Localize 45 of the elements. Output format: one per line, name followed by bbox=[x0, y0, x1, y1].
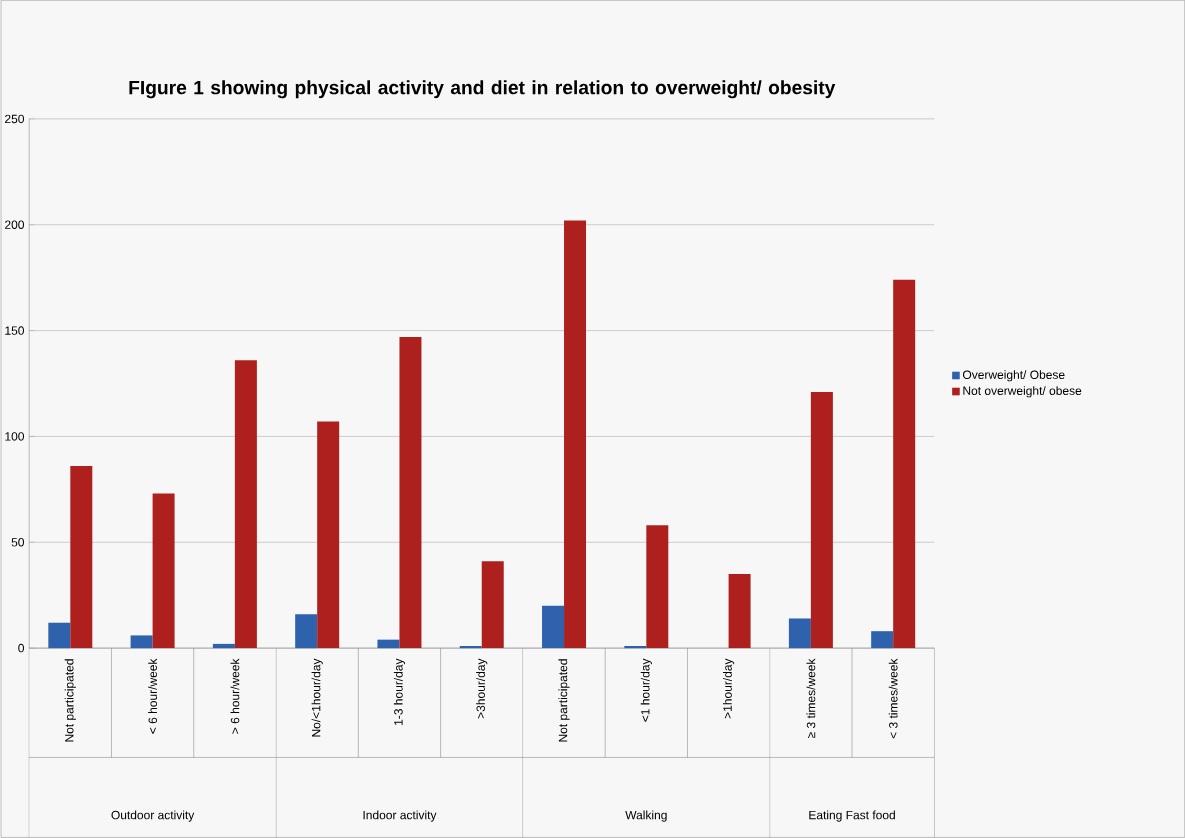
bar bbox=[728, 574, 751, 649]
legend-label: Not overweight/ obese bbox=[963, 386, 1082, 398]
text: Walking bbox=[625, 810, 667, 822]
bar bbox=[646, 525, 669, 649]
x-tick-label: >3hour/day bbox=[476, 658, 488, 719]
y-tick-label: 100 bbox=[5, 432, 24, 441]
text: Indoor activity bbox=[363, 810, 437, 822]
x-tick-label: < 6 hour/week bbox=[148, 658, 158, 734]
x-tick-label: <1 hour/day bbox=[640, 658, 652, 722]
bar bbox=[624, 646, 647, 649]
bar bbox=[48, 622, 71, 649]
y-tick-label: 200 bbox=[5, 220, 24, 230]
bar bbox=[481, 561, 504, 649]
bar bbox=[399, 337, 422, 649]
y-tick-label: 150 bbox=[5, 326, 24, 335]
chart-title: FIgure 1 showing physical activity and diet in relation to overweight/ obesity bbox=[129, 80, 836, 99]
bar bbox=[542, 605, 565, 649]
bar bbox=[152, 493, 175, 649]
x-tick-label: >1hour/day bbox=[723, 658, 735, 719]
bar bbox=[871, 631, 894, 649]
x-tick-label: < 3 times/week bbox=[888, 658, 898, 739]
bar bbox=[564, 220, 587, 649]
text: Outdoor activity bbox=[111, 810, 195, 822]
bar bbox=[70, 466, 93, 649]
bar bbox=[234, 360, 257, 649]
bar bbox=[788, 618, 811, 649]
legend-label: Overweight/ Obese bbox=[962, 370, 1065, 382]
text: Eating Fast food bbox=[809, 810, 895, 822]
bar bbox=[377, 639, 400, 649]
bar bbox=[810, 392, 833, 649]
bar bbox=[130, 635, 153, 649]
y-tick-label: 250 bbox=[5, 114, 24, 124]
x-tick-label: 1-3 hour/day bbox=[393, 658, 406, 726]
x-tick-label: Not participated bbox=[558, 659, 570, 742]
y-tick-label: 0 bbox=[18, 644, 24, 653]
bar bbox=[317, 421, 340, 649]
x-tick-label: No/<1hour/day bbox=[311, 658, 323, 737]
bar bbox=[893, 279, 916, 649]
x-tick-label: ≥ 3 times/week bbox=[806, 658, 816, 739]
bar bbox=[295, 614, 318, 649]
x-tick-label: Not participated bbox=[64, 659, 76, 742]
bar bbox=[212, 644, 235, 649]
x-tick-label: > 6 hour/week bbox=[230, 658, 240, 734]
bar bbox=[459, 646, 482, 649]
y-tick-label: 50 bbox=[11, 538, 24, 547]
